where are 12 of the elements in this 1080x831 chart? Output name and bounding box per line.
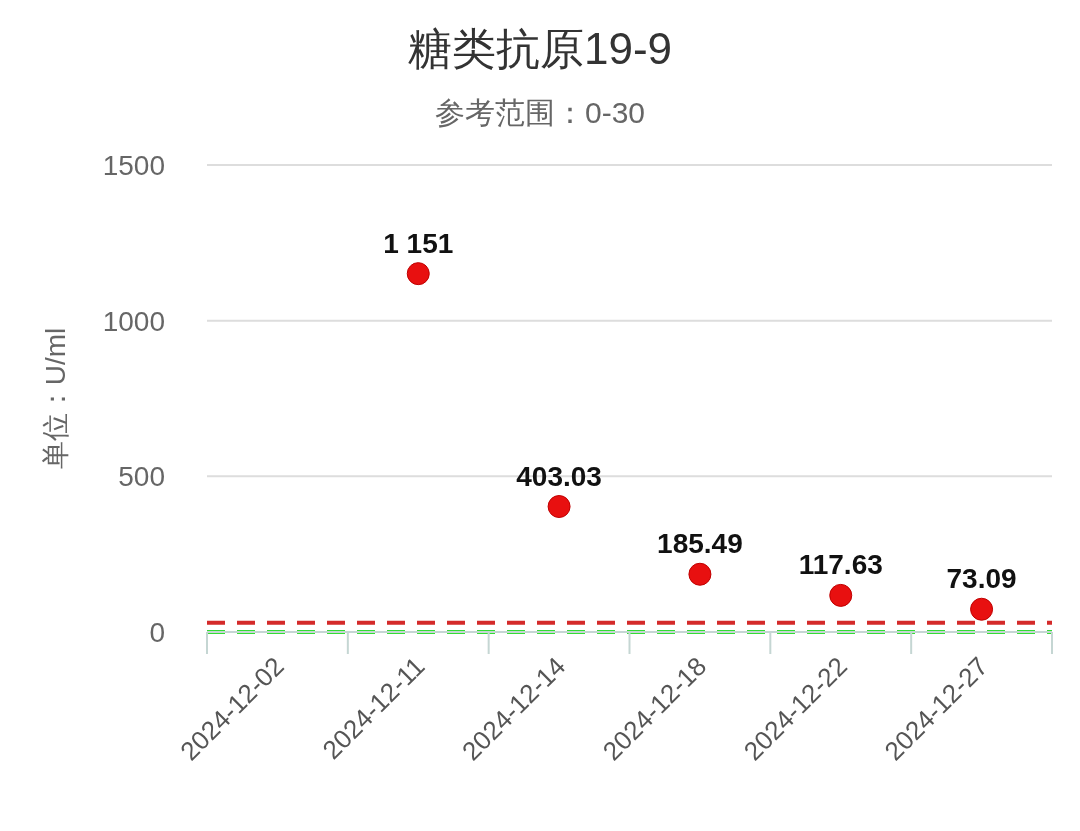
data-label: 1 151 [383, 227, 454, 259]
y-tick-label: 500 [118, 461, 165, 493]
y-tick-label: 0 [149, 616, 165, 648]
y-tick-label: 1500 [102, 149, 165, 181]
chart-title: 糖类抗原19-9 [406, 24, 674, 74]
y-tick-label: 1000 [102, 305, 165, 337]
data-label: 117.63 [798, 549, 883, 581]
chart-subtitle: 参考范围：0-30 [433, 95, 646, 131]
y-axis-title: 单位：U/ml [39, 327, 71, 470]
data-label: 73.09 [946, 563, 1017, 595]
data-label: 185.49 [657, 528, 743, 560]
data-label: 403.03 [516, 460, 602, 492]
